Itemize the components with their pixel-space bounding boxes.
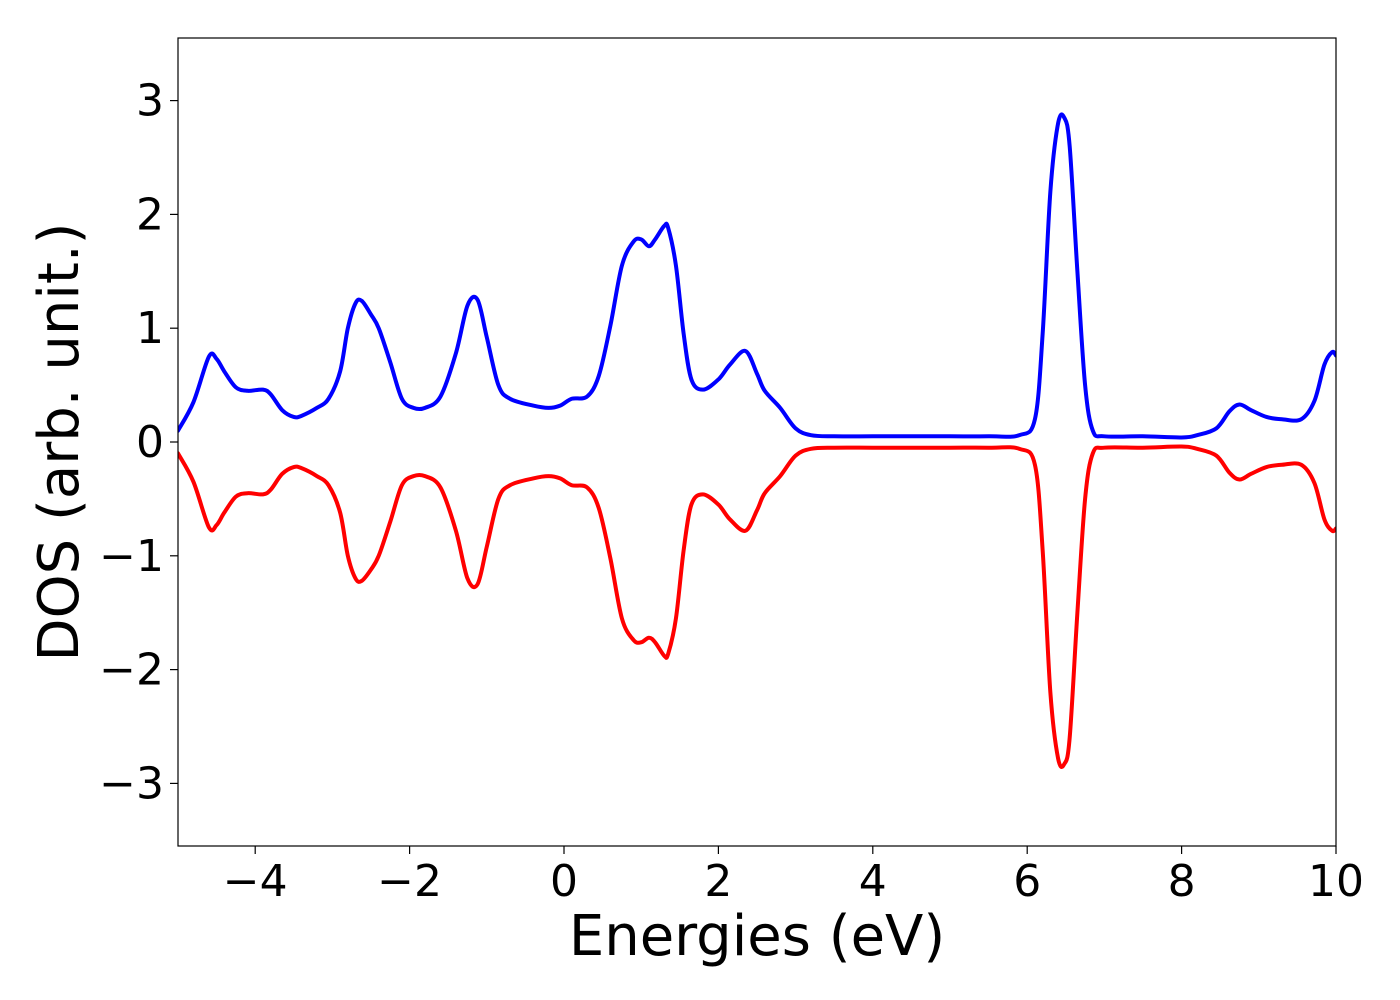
y-tick-label: 1 [136,303,164,354]
y-axis-ticks: −3 −2 −1 0 1 2 3 [99,76,178,809]
y-axis-label: DOS (arb. unit.) [27,222,92,661]
series-line-1 [178,444,1336,769]
x-tick-label: 6 [1013,856,1041,907]
x-tick-label: −4 [223,856,288,907]
y-tick-label: −1 [99,531,164,582]
x-tick-label: −2 [377,856,442,907]
x-tick-label: 2 [704,856,732,907]
y-tick-label: −2 [99,645,164,696]
y-tick-label: 2 [136,189,164,240]
y-tick-label: 3 [136,76,164,127]
y-tick-label: −3 [99,758,164,809]
x-axis-label: Energies (eV) [569,904,945,969]
x-tick-label: 10 [1308,856,1364,907]
y-tick-label: 0 [136,417,164,468]
x-tick-label: 4 [859,856,887,907]
x-tick-label: 0 [550,856,578,907]
x-tick-label: 8 [1168,856,1196,907]
series-line-0 [178,112,1336,440]
series-layer [178,112,1336,769]
x-axis-ticks: −4 −2 0 2 4 6 8 10 [223,846,1364,907]
